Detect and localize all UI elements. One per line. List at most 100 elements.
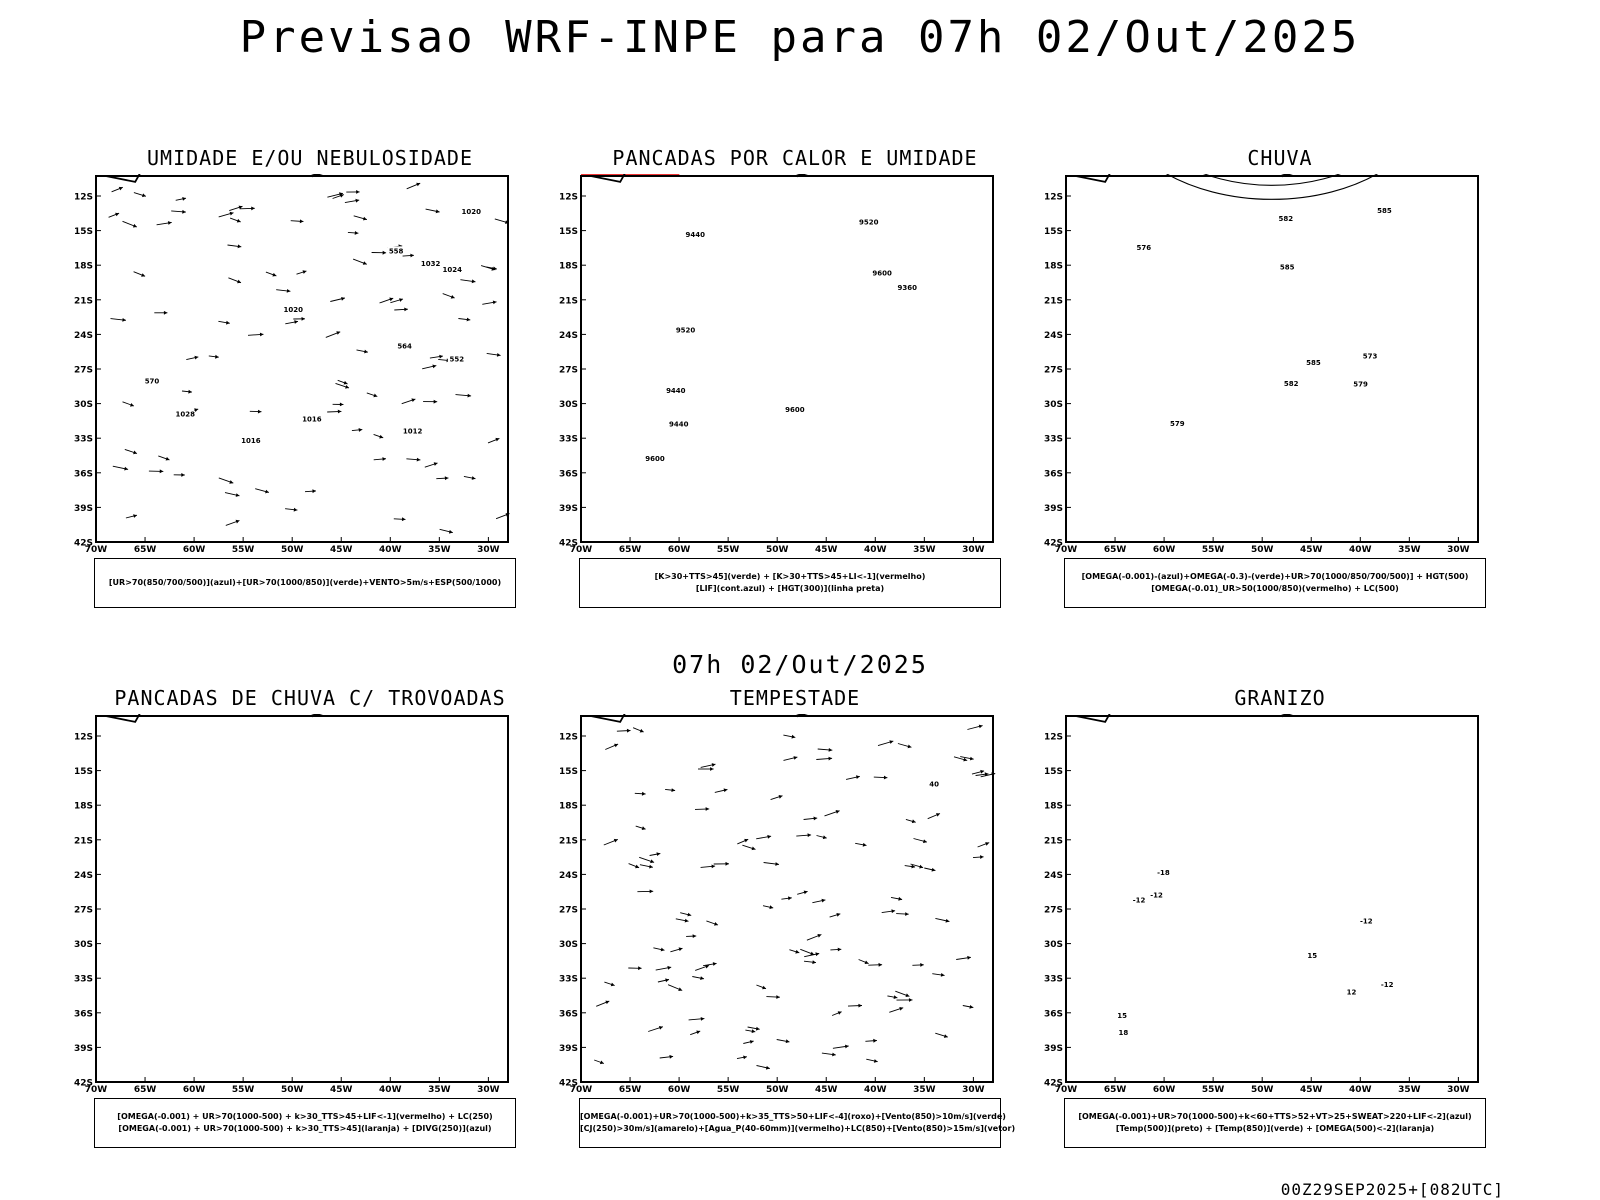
contour-label: 1020 [283, 306, 303, 314]
wind-vector-head [236, 218, 241, 223]
plot-background [1066, 716, 1478, 1082]
lat-label: 39S [1044, 504, 1063, 514]
wind-vector-head [416, 182, 421, 187]
wind-vector-head [181, 473, 185, 477]
wind-vector-head [710, 767, 714, 771]
wind-vector-head [923, 839, 927, 844]
lon-label: 65W [1104, 545, 1127, 555]
wind-vector-head [336, 331, 341, 335]
lat-label: 36S [74, 469, 93, 479]
contour-label: 9440 [686, 231, 706, 239]
lat-label: 30S [559, 400, 578, 410]
wind-vector-head [883, 775, 888, 780]
run-timestamp: 00Z29SEP2025+[082UTC] [1280, 1180, 1504, 1199]
wind-vector-head [343, 380, 348, 385]
wind-vector-head [687, 912, 692, 917]
wind-vector-head [133, 450, 137, 455]
wind-vector-head [471, 279, 476, 284]
wind-vector-head [793, 756, 798, 760]
wind-vector-head [141, 273, 146, 277]
contour-label: 585 [1280, 264, 1295, 272]
legend-line-1: [OMEGA(-0.001)+UR>70(1000-500)+k<60+TTS>… [1078, 1112, 1472, 1121]
wind-vector-head [373, 393, 378, 398]
contour-label-bg [1154, 867, 1173, 877]
wind-vector-head [878, 962, 883, 967]
wind-vector-head [389, 297, 394, 302]
wind-vector-head [873, 1059, 878, 1063]
lon-label: 55W [232, 545, 255, 555]
lat-label: 18S [559, 802, 578, 812]
wind-vector-head [448, 529, 453, 534]
wind-vector-head [605, 1000, 610, 1005]
contour-label-bg [1168, 418, 1187, 428]
contour-label-bg [1113, 1010, 1132, 1020]
wind-vector-head [795, 949, 800, 954]
wind-vector-head [439, 354, 443, 359]
wind-vector-head [341, 297, 345, 301]
contour-label: 585 [1306, 359, 1321, 367]
contour-label-bg [447, 354, 466, 364]
panel-title: UMIDADE E/OU NEBULOSIDADE [146, 146, 474, 170]
contour-label-bg [676, 325, 695, 335]
lon-label: 70W [1055, 545, 1078, 555]
wind-vector-head [404, 307, 408, 312]
lat-label: 33S [1044, 435, 1063, 445]
contour-label: -12 [1133, 897, 1146, 905]
contour-label: -12 [1381, 981, 1394, 989]
lon-label: 55W [717, 1085, 740, 1095]
contour-label-bg [859, 217, 878, 227]
wind-vector-head [251, 206, 255, 211]
hgt500-contour [1203, 174, 1341, 186]
lat-label: 27S [559, 366, 578, 376]
wind-vector-head [905, 993, 910, 997]
wind-vector-head [410, 253, 414, 258]
page-title: Previsao WRF-INPE para 07h 02/Out/2025 [239, 12, 1361, 63]
wind-vector-head [610, 982, 615, 987]
lon-label: 60W [1153, 545, 1176, 555]
lat-label: 27S [74, 366, 93, 376]
wind-vector-head [167, 221, 172, 225]
lat-label: 33S [74, 435, 93, 445]
wind-vector-head [984, 772, 989, 777]
contour-label: 558 [389, 247, 404, 255]
wind-vector-head [908, 998, 913, 1002]
legend-line-2: [LIF](cont.azul) + [HGT(300)](linha pret… [695, 584, 885, 593]
contour-label: 9600 [872, 269, 892, 277]
lon-label: 60W [668, 545, 691, 555]
contour-label: -12 [1360, 918, 1373, 926]
legend-line-2: [OMEGA(-0.01)_UR>50(1000/850)(vermelho) … [1151, 584, 1399, 593]
wind-vector-head [788, 896, 792, 901]
contour-label-bg [443, 265, 462, 275]
wind-vector-head [641, 791, 646, 796]
lon-label: 70W [85, 1085, 108, 1095]
wind-vector-head [467, 393, 472, 398]
wind-vector-head [749, 1040, 754, 1044]
contour-label: 12 [1347, 989, 1357, 997]
contour-label: 1032 [421, 260, 441, 268]
contour-label-bg [1134, 243, 1153, 253]
lon-label: 65W [619, 545, 642, 555]
contour-label-bg [1304, 358, 1323, 368]
wind-vector-head [775, 862, 779, 866]
contour-label: 9600 [785, 406, 805, 414]
wind-vector-head [751, 846, 756, 851]
lat-label: 42S [1044, 539, 1063, 549]
contour-label-bg [387, 246, 406, 256]
wind-vector-head [649, 889, 654, 894]
wind-vector-head [817, 934, 822, 938]
lon-label: 40W [864, 1085, 887, 1095]
contour-label: 564 [397, 343, 412, 351]
wind-vector-head [312, 489, 316, 494]
lat-label: 39S [559, 504, 578, 514]
wind-vector-head [163, 310, 168, 315]
wind-vector-head [700, 1017, 705, 1021]
wind-vector-head [911, 864, 916, 869]
lat-label: 24S [1044, 331, 1063, 341]
legend-line-2: [OMEGA(-0.001) + UR>70(1000-500) + k>30_… [118, 1124, 492, 1133]
panel-title: CHUVA [1247, 146, 1313, 170]
contour-label: 9600 [645, 455, 665, 463]
wind-vector-head [444, 476, 449, 481]
panel-title: PANCADAS POR CALOR E UMIDADE [612, 146, 978, 170]
